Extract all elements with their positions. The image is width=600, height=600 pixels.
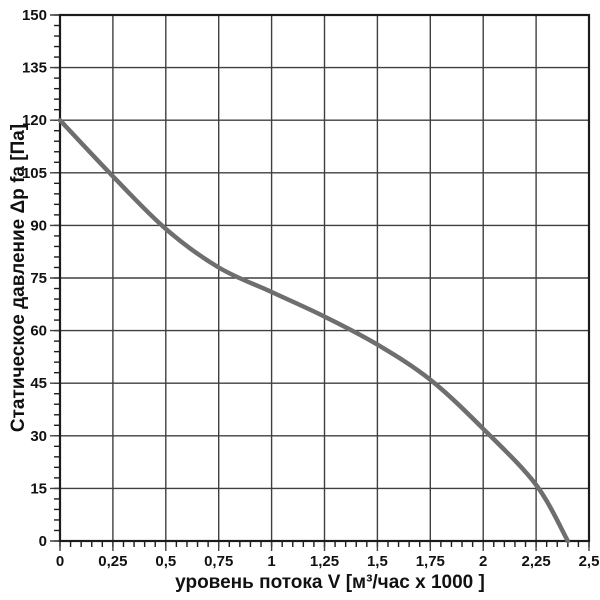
x-tick-label: 1 bbox=[267, 553, 275, 570]
x-axis-title: уровень потока V [м³/час x 1000 ] bbox=[175, 572, 485, 593]
y-tick-label: 60 bbox=[30, 323, 47, 340]
x-tick-label: 0 bbox=[56, 553, 64, 570]
y-tick-label: 15 bbox=[30, 480, 47, 497]
y-tick-label: 0 bbox=[39, 533, 47, 550]
x-tick-label: 2,5 bbox=[579, 553, 600, 570]
y-tick-label: 135 bbox=[22, 60, 47, 77]
y-tick-label: 120 bbox=[22, 112, 47, 129]
y-tick-label: 90 bbox=[30, 217, 47, 234]
chart-plot-layer: 0 0,25 0,5 0,75 1 1,25 1,5 1,75 2 2,25 2,5 0 15 30 45 6… bbox=[22, 7, 599, 570]
y-tick-label: 150 bbox=[22, 7, 47, 24]
x-tick-label: 0,75 bbox=[204, 553, 233, 570]
x-tick-label: 2,25 bbox=[521, 553, 550, 570]
y-tick-label: 45 bbox=[30, 375, 47, 392]
x-tick-label: 1,75 bbox=[416, 553, 445, 570]
y-tick-label: 30 bbox=[30, 428, 47, 445]
y-tick-label: 75 bbox=[30, 270, 47, 287]
x-tick-label: 1,25 bbox=[310, 553, 339, 570]
plot-border bbox=[58, 13, 591, 543]
x-tick-label: 0,5 bbox=[155, 553, 176, 570]
static-pressure-curve bbox=[57, 117, 571, 544]
y-axis-title: Статическое давление Δp fa [Па] bbox=[8, 124, 29, 432]
x-tick-label: 2 bbox=[479, 553, 487, 570]
x-tick-label: 1,5 bbox=[367, 553, 388, 570]
x-tick-label: 0,25 bbox=[98, 553, 127, 570]
y-tick-label: 105 bbox=[22, 165, 47, 182]
